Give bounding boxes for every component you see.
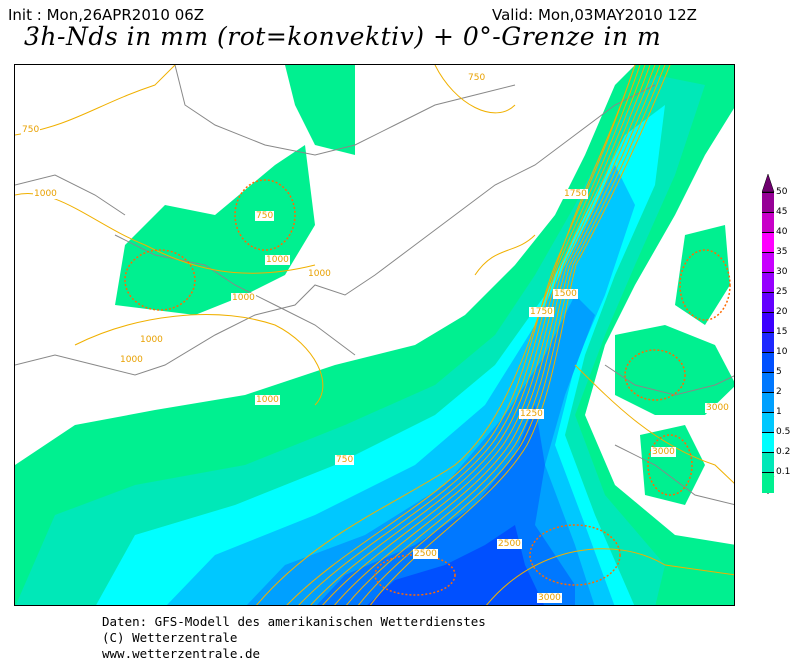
contour-label: 2500	[413, 549, 438, 559]
legend-color-box	[762, 372, 774, 393]
precip-area	[285, 65, 355, 155]
contour-line	[310, 65, 646, 605]
contour-label: 750	[255, 211, 275, 221]
precip-area	[115, 145, 315, 315]
legend-tick-label: 30	[776, 267, 788, 277]
legend-color-box	[762, 232, 774, 253]
contour-label: 1000	[307, 269, 332, 279]
legend-tick-label: 50	[776, 187, 788, 197]
coastlines	[15, 65, 734, 506]
data-credits: Daten: GFS-Modell des amerikanischen Wet…	[102, 614, 486, 662]
contour-label: 750	[467, 73, 487, 83]
credit-copyright: (C) Wetterzentrale	[102, 630, 238, 645]
legend-tick-label: 15	[776, 327, 788, 337]
contour-line	[334, 65, 656, 605]
contour-line	[574, 364, 734, 484]
legend-tick-label: 35	[776, 247, 788, 257]
legend-color-box	[762, 472, 774, 493]
contour-label: 3000	[651, 447, 676, 457]
contour-line	[486, 548, 734, 605]
legend-tick-label: 25	[776, 287, 788, 297]
legend-color-box	[762, 292, 774, 313]
legend-color-box	[762, 352, 774, 373]
contour-label: 1500	[553, 289, 578, 299]
color-scale-legend: 50 45 40 35 30 25 20 15 10 5 2 1 0.5 0.2 0.1	[762, 174, 799, 496]
valid-time: Valid: Mon,03MAY2010 12Z	[492, 6, 697, 24]
precip-area	[615, 325, 734, 415]
contour-line	[256, 65, 636, 605]
precip-area	[675, 225, 730, 325]
map-title: 3h-Nds in mm (rot=konvektiv) + 0°-Grenze…	[24, 22, 662, 51]
contour-label: 1000	[119, 355, 144, 365]
credit-url: www.wetterzentrale.de	[102, 646, 261, 661]
legend-tick-label: 0.5	[776, 427, 791, 437]
legend-color-box	[762, 252, 774, 273]
contour-line	[74, 314, 324, 406]
legend-color-box	[762, 432, 774, 453]
legend-tick-label: 40	[776, 227, 788, 237]
legend-color-box	[762, 192, 774, 213]
contour-label: 1750	[529, 307, 554, 317]
legend-color-box	[762, 332, 774, 353]
legend-tick-label: 10	[776, 347, 788, 357]
contour-line	[298, 65, 641, 605]
contour-line	[357, 65, 666, 605]
contour-line	[346, 65, 661, 605]
legend-tick-label: 45	[776, 207, 788, 217]
contour-line	[286, 65, 636, 605]
legend-tick-label: 2	[776, 387, 782, 397]
contour-label: 1750	[563, 189, 588, 199]
contour-label: 1000	[265, 255, 290, 265]
contour-label: 3000	[537, 593, 562, 603]
legend-tick-label: 1	[776, 407, 782, 417]
contour-label: 750	[21, 125, 41, 135]
precip-area	[640, 425, 705, 505]
legend-color-box	[762, 412, 774, 433]
legend-color-box	[762, 312, 774, 333]
legend-color-box	[762, 452, 774, 473]
contour-line	[322, 65, 651, 605]
contour-label: 1000	[33, 189, 58, 199]
contour-label: 1000	[139, 335, 164, 345]
contour-label: 2500	[497, 539, 522, 549]
legend-arrow-top	[762, 174, 775, 193]
legend-color-box	[762, 272, 774, 293]
contour-line	[369, 65, 671, 605]
contour-label: 3000	[705, 403, 730, 413]
legend-tick-label: 0.2	[776, 447, 791, 457]
contour-label: 1250	[519, 409, 544, 419]
credit-source: Daten: GFS-Modell des amerikanischen Wet…	[102, 614, 486, 629]
legend-tick-label: 0.1	[776, 467, 791, 477]
contour-line	[474, 234, 536, 276]
legend-tick-label: 5	[776, 367, 782, 377]
legend-color-box	[762, 392, 774, 413]
legend-color-box	[762, 212, 774, 233]
legend-tick-label: 20	[776, 307, 788, 317]
contour-label: 750	[335, 455, 355, 465]
map-layers	[15, 65, 734, 605]
contour-label: 1000	[231, 293, 256, 303]
init-time: Init : Mon,26APR2010 06Z	[8, 6, 205, 24]
contour-line	[434, 65, 516, 114]
contour-label: 1000	[255, 395, 280, 405]
precipitation-map: 750 750 1000 1000 1000 1000 1000 1000 10…	[14, 64, 735, 606]
